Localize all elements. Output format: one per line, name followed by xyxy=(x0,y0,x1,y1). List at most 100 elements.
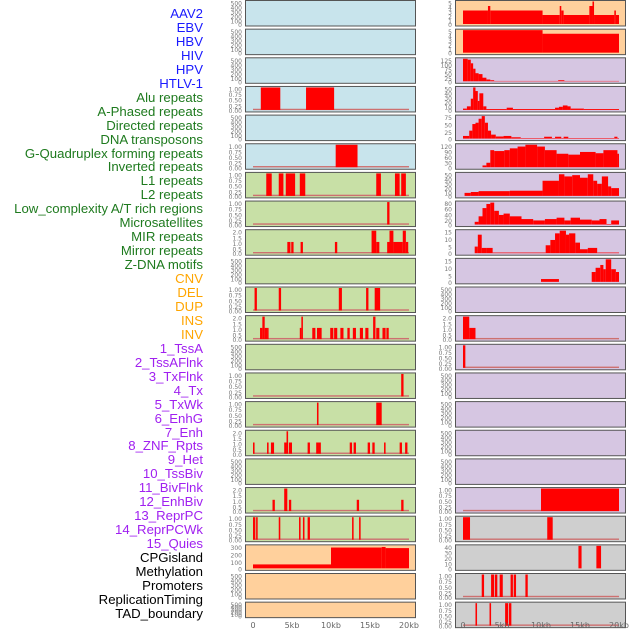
baseline xyxy=(253,309,409,311)
y-tick-label: 0.75 xyxy=(229,293,243,300)
y-tick-label: 400 xyxy=(441,377,453,384)
y-tick-label: 0 xyxy=(448,423,452,430)
bar xyxy=(394,173,400,196)
bar xyxy=(475,122,479,139)
y-tick-label: 1 xyxy=(448,19,452,26)
bar xyxy=(559,230,566,254)
y-tick-label: 5 xyxy=(448,245,452,252)
y-tick-label: 0.50 xyxy=(229,212,243,219)
bar xyxy=(366,288,369,311)
bar xyxy=(266,173,272,196)
track-label: CNV xyxy=(175,271,203,287)
bar xyxy=(402,230,406,254)
bar xyxy=(260,87,281,110)
bar xyxy=(371,230,377,254)
y-tick-label: 3 xyxy=(448,10,452,17)
y-tick-label: 500 xyxy=(231,344,243,351)
bar xyxy=(487,130,492,139)
y-tick-label: 200 xyxy=(231,14,243,21)
y-tick-label: 30 xyxy=(444,95,452,102)
bar xyxy=(401,373,404,397)
track-label: L2 repeats xyxy=(140,187,203,203)
bar xyxy=(483,106,487,110)
bar xyxy=(481,574,485,597)
bar xyxy=(386,327,389,340)
bar xyxy=(541,488,619,512)
bar xyxy=(299,327,302,340)
track-label: Promoters xyxy=(142,577,203,593)
bar xyxy=(551,138,556,139)
y-tick-label: 2.0 xyxy=(232,316,242,323)
bar xyxy=(558,174,565,196)
y-tick-label: 200 xyxy=(441,386,453,393)
y-tick-label: 0.0 xyxy=(232,452,242,459)
y-tick-label: 300 xyxy=(231,468,243,475)
bar xyxy=(489,603,492,626)
bar xyxy=(615,272,619,282)
y-tick-label: 0.00 xyxy=(229,538,243,545)
track-label: 15_Quies xyxy=(146,536,203,552)
y-tick-label: 0.50 xyxy=(439,499,453,506)
panel-background xyxy=(245,258,416,284)
y-tick-label: 300 xyxy=(231,10,243,17)
bar xyxy=(617,138,619,139)
bar xyxy=(376,173,381,196)
bar xyxy=(490,10,543,24)
y-tick-label: 200 xyxy=(231,43,243,50)
panel-frame xyxy=(245,257,416,285)
baseline xyxy=(253,223,409,225)
bar xyxy=(490,202,495,225)
y-tick-label: 1.00 xyxy=(439,516,453,523)
panel-frame xyxy=(245,200,416,228)
baseline xyxy=(463,538,619,540)
track-label: DUP xyxy=(175,298,203,314)
panel-frame xyxy=(455,544,626,571)
y-tick-label: 0.75 xyxy=(229,522,243,529)
panel-frame xyxy=(455,0,626,27)
track-panel: 1.000.750.500.250.00 xyxy=(439,343,626,373)
track-panel: 2.01.51.00.50.0 xyxy=(442,315,626,344)
bar xyxy=(270,442,275,454)
y-tick-label: 0.00 xyxy=(439,538,453,545)
y-tick-label: 0 xyxy=(448,194,452,201)
track-label: Directed repeats xyxy=(106,117,203,133)
track-panel: 1.000.750.500.250.00 xyxy=(439,487,626,516)
y-tick-label: 10 xyxy=(444,190,452,197)
panel-background xyxy=(245,201,416,227)
y-tick-label: 0 xyxy=(448,165,452,172)
y-tick-label: 0 xyxy=(238,566,242,573)
y-tick-label: 0.5 xyxy=(232,504,242,511)
panel-background xyxy=(455,573,626,599)
bar xyxy=(492,252,546,254)
bar xyxy=(487,6,491,24)
track-label: Methylation xyxy=(135,564,203,579)
bar xyxy=(486,247,493,254)
bar xyxy=(389,230,394,254)
bar xyxy=(503,135,512,139)
bar xyxy=(533,220,545,225)
y-tick-label: 30 xyxy=(444,161,452,168)
y-tick-label: 0.00 xyxy=(229,165,243,172)
y-tick-label: 0.00 xyxy=(229,194,243,201)
panel-frame xyxy=(455,601,626,629)
bar xyxy=(401,499,404,512)
y-tick-label: 0.25 xyxy=(229,533,243,540)
track-panel: 1.000.750.500.250.00 xyxy=(229,143,416,172)
y-tick-label: 80 xyxy=(444,201,452,208)
y-tick-label: 1.5 xyxy=(442,321,452,328)
y-tick-label: 500 xyxy=(441,402,453,409)
bar xyxy=(595,153,604,168)
track-label: Microsatellites xyxy=(119,215,203,231)
panel-background xyxy=(455,344,626,370)
bar xyxy=(605,259,612,282)
bar xyxy=(463,30,543,53)
y-tick-label: 5 xyxy=(448,1,452,8)
bar xyxy=(254,288,257,311)
y-tick-label: 30 xyxy=(444,181,452,188)
track-label: Inverted repeats xyxy=(107,159,203,175)
y-tick-label: 4 xyxy=(448,34,452,41)
